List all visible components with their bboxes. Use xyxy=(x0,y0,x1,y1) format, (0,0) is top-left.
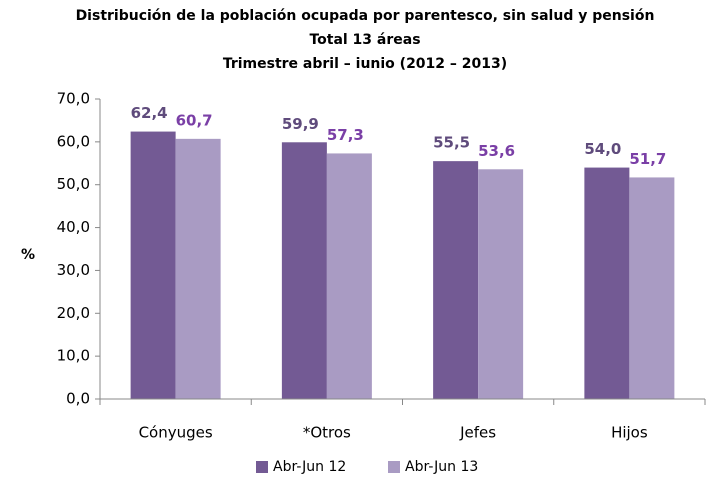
value-label: 54,0 xyxy=(584,140,621,158)
chart-subtitle: Trimestre abril – iunio (2012 – 2013) xyxy=(223,56,507,72)
bar xyxy=(175,138,221,399)
bar xyxy=(478,169,524,399)
value-label: 59,9 xyxy=(282,115,319,133)
legend-swatch xyxy=(256,461,268,473)
y-tick-label: 60,0 xyxy=(57,132,90,150)
value-label: 60,7 xyxy=(176,111,213,129)
y-axis-label: % xyxy=(21,247,35,263)
bar xyxy=(281,142,327,400)
x-tick-label: *Otros xyxy=(303,424,351,442)
value-label: 51,7 xyxy=(629,150,666,168)
chart-title: Distribución de la población ocupada por… xyxy=(76,8,655,24)
y-tick-label: 10,0 xyxy=(57,347,90,365)
value-label: 53,6 xyxy=(478,142,515,160)
y-tick-label: 70,0 xyxy=(57,90,90,108)
chart-subtitle: Total 13 áreas xyxy=(309,32,420,48)
x-tick-label: Cónyuges xyxy=(139,424,213,442)
x-tick-label: Hijos xyxy=(611,424,648,442)
legend-label: Abr-Jun 13 xyxy=(405,459,478,475)
bar xyxy=(326,153,372,399)
y-tick-label: 30,0 xyxy=(57,261,90,279)
bar xyxy=(584,167,630,399)
x-tick-label: Jefes xyxy=(459,424,496,442)
bar xyxy=(130,131,176,400)
y-tick-label: 40,0 xyxy=(57,218,90,236)
bar xyxy=(629,177,675,399)
legend-swatch xyxy=(388,461,400,473)
legend-label: Abr-Jun 12 xyxy=(273,459,346,475)
y-tick-label: 50,0 xyxy=(57,175,90,193)
value-label: 55,5 xyxy=(433,134,470,152)
y-tick-label: 20,0 xyxy=(57,304,90,322)
value-label: 62,4 xyxy=(131,104,168,122)
value-label: 57,3 xyxy=(327,126,364,144)
bar xyxy=(433,161,479,399)
y-tick-label: 0,0 xyxy=(66,390,90,408)
